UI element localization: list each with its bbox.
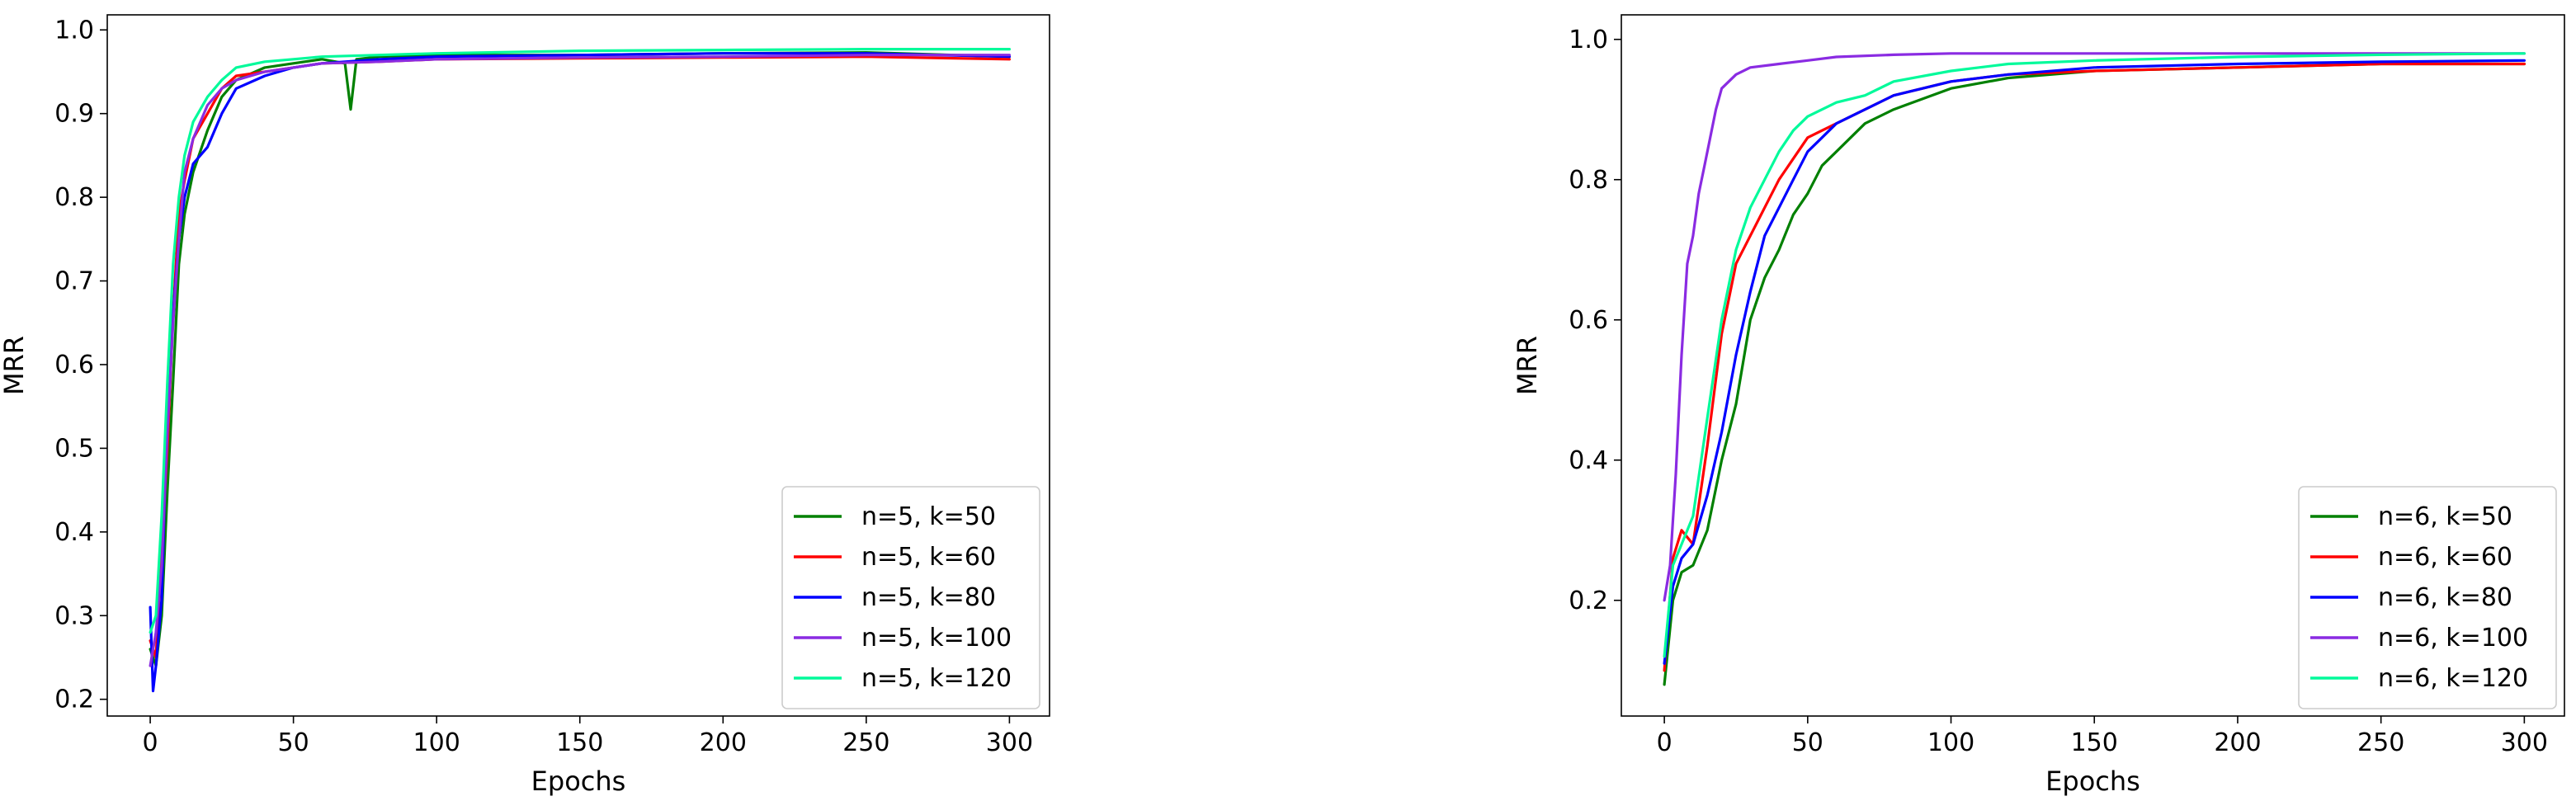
series-line-4: [1663, 52, 2526, 602]
series-line-2: [1663, 62, 2526, 672]
y-tick-label: 0.3: [54, 601, 94, 630]
y-tick-label: 0.2: [54, 686, 94, 714]
legend-label-4: n=5, k=100: [861, 624, 1012, 653]
chart-2: 0 50 100 150 200 250 300 0.2 0.4 0.6 0.8 1.0 Epochs M…: [1512, 14, 2565, 797]
plot-frame: [1621, 14, 2565, 717]
y-tick-label: 1.0: [54, 16, 94, 45]
x-tick-label: 100: [413, 728, 460, 757]
series-line-3: [1663, 59, 2526, 665]
y-tick-label: 0.9: [54, 100, 94, 129]
legend-label-3: n=6, k=80: [2378, 583, 2512, 612]
x-tick-label: 150: [2071, 728, 2118, 757]
y-tick-label: 0.2: [1569, 587, 1608, 615]
y-tick-label: 0.7: [54, 267, 94, 296]
series-group: [1663, 52, 2526, 686]
x-tick-label: 50: [278, 728, 309, 757]
y-tick-label: 0.8: [54, 183, 94, 212]
legend: n=5, k=50 n=5, k=60 n=5, k=80 n=5, k=100 n=5…: [781, 486, 1040, 709]
series-line-5: [149, 47, 1012, 634]
legend-label-2: n=6, k=60: [2378, 543, 2512, 572]
x-tick-label: 150: [556, 728, 603, 757]
y-tick-label: 0.4: [1569, 446, 1608, 475]
x-tick-label: 100: [1927, 728, 1974, 757]
x-tick-label: 50: [1792, 728, 1823, 757]
y-tick-label: 0.6: [1569, 306, 1608, 335]
x-tick-label: 300: [986, 728, 1033, 757]
legend-label-2: n=5, k=60: [861, 543, 996, 572]
x-tick-label: 0: [143, 728, 158, 757]
series-line-1: [1663, 62, 2526, 686]
x-tick-label: 250: [2357, 728, 2404, 757]
y-tick-label: 1.0: [1569, 26, 1608, 54]
x-tick-label: 0: [1657, 728, 1673, 757]
legend-label-4: n=6, k=100: [2378, 624, 2528, 653]
y-axis-label: MRR: [1512, 336, 1543, 395]
plot-frame: [106, 14, 1050, 717]
x-tick-label: 200: [2214, 728, 2261, 757]
y-axis-label: MRR: [0, 336, 30, 395]
y-tick-label: 0.5: [54, 434, 94, 463]
legend-label-5: n=5, k=120: [861, 664, 1012, 693]
x-tick-label: 300: [2501, 728, 2548, 757]
series-line-4: [149, 54, 1012, 667]
y-tick-label: 0.8: [1569, 166, 1608, 195]
x-axis-label: Epochs: [2045, 766, 2140, 797]
legend: n=6, k=50 n=6, k=60 n=6, k=80 n=6, k=100 n=6…: [2298, 486, 2557, 709]
chart-1: 0 50 100 150 200 250 300 0.2 0.3 0.4 0.5 0.6 0.7 0.8 0…: [0, 14, 1050, 797]
y-tick-label: 0.4: [54, 518, 94, 547]
legend-label-3: n=5, k=80: [861, 583, 996, 612]
x-tick-label: 200: [700, 728, 747, 757]
legend-label-1: n=5, k=50: [861, 502, 996, 531]
x-tick-label: 250: [842, 728, 889, 757]
series-group: [149, 47, 1012, 693]
x-axis-label: Epochs: [531, 766, 626, 797]
legend-box: [2298, 486, 2557, 709]
legend-label-5: n=6, k=120: [2378, 664, 2528, 693]
legend-label-1: n=6, k=50: [2378, 502, 2512, 531]
y-tick-label: 0.6: [54, 351, 94, 379]
legend-box: [781, 486, 1040, 709]
series-line-5: [1663, 52, 2526, 658]
